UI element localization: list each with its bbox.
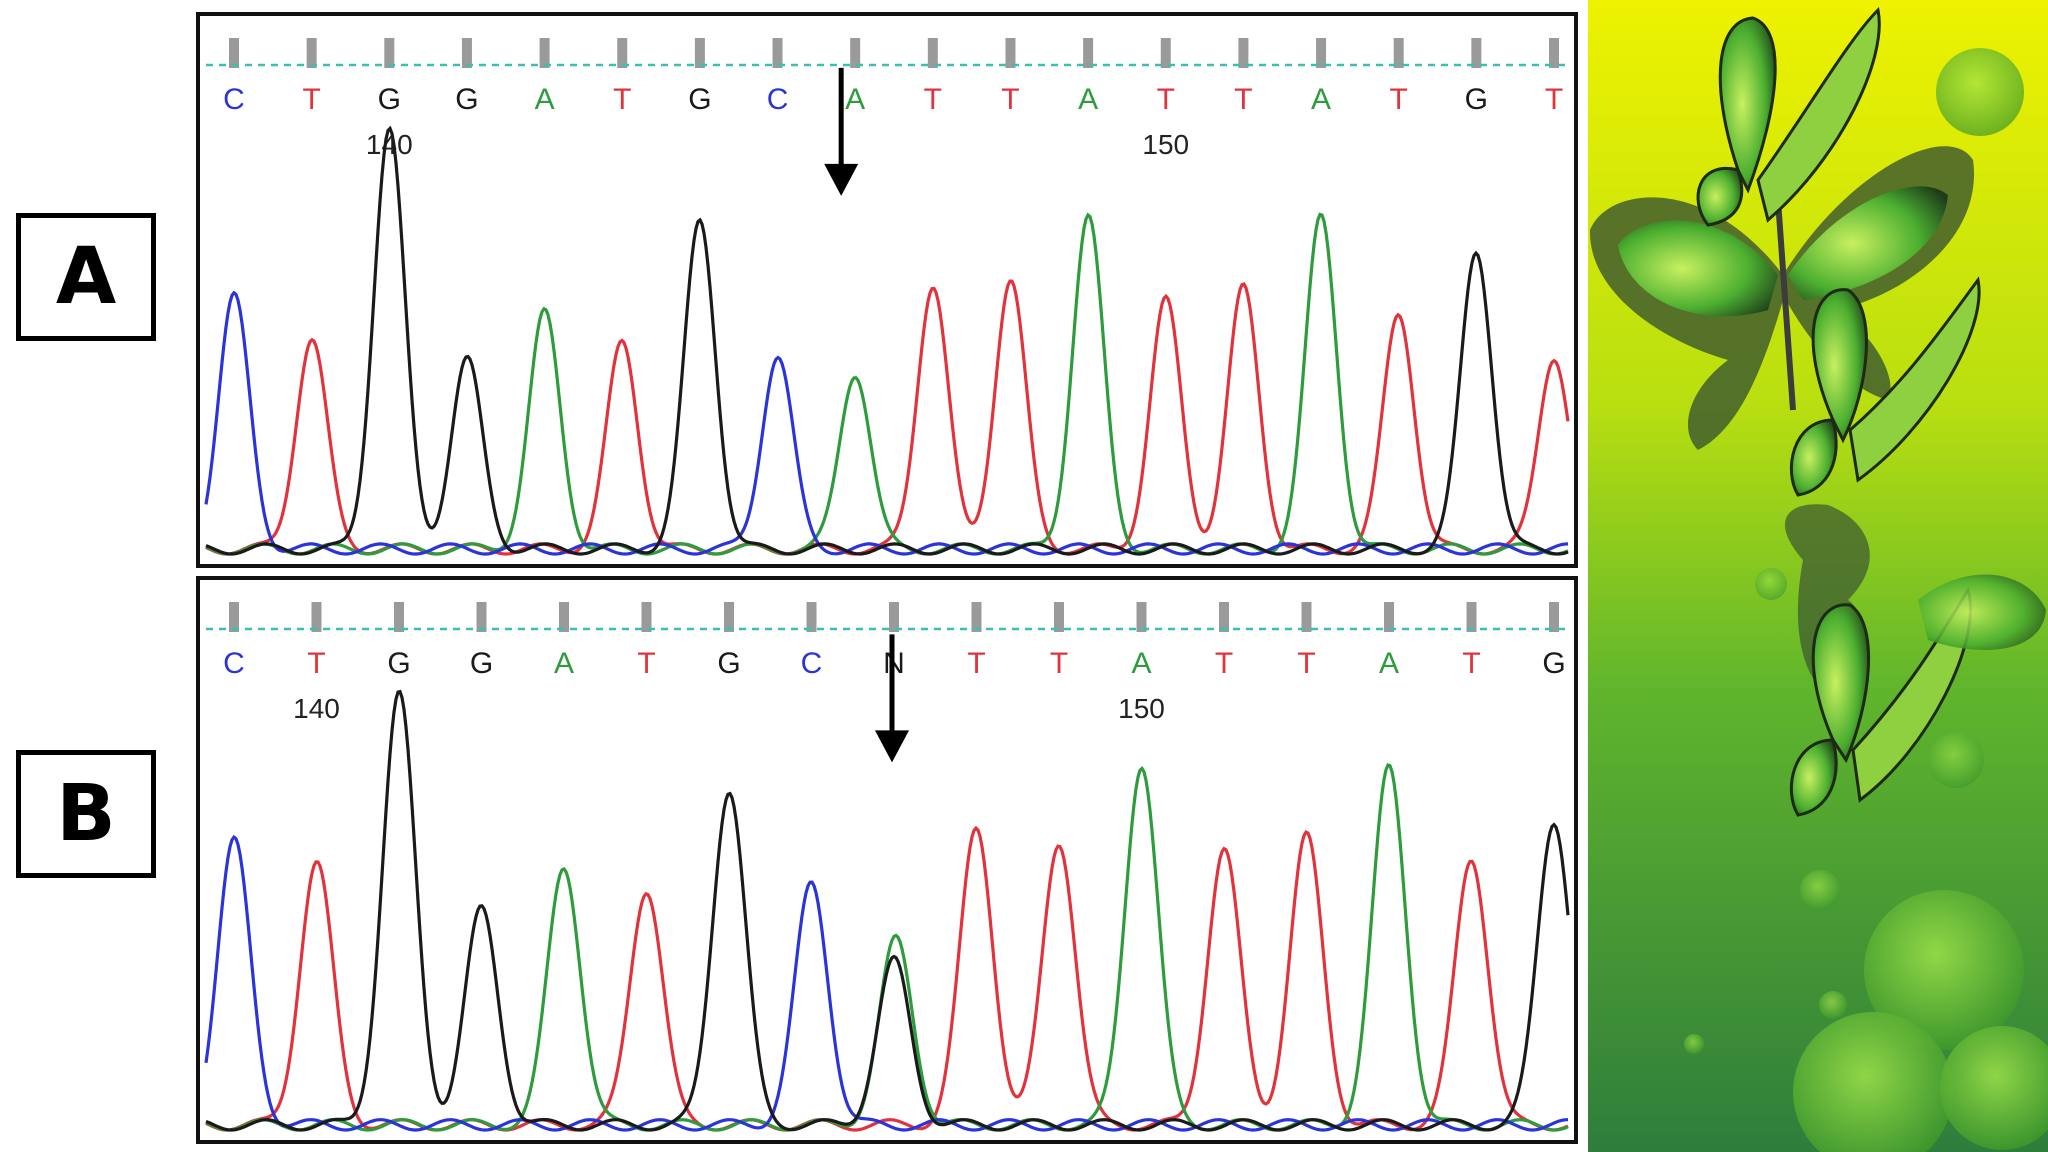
base-call: T [1545, 83, 1563, 116]
quality-bar [229, 38, 239, 68]
base-call: T [307, 647, 325, 680]
quality-bar [539, 38, 550, 68]
base-call: T [1050, 647, 1068, 680]
variant-arrow [824, 67, 859, 196]
quality-bar [1136, 602, 1147, 632]
quality-bar [311, 602, 322, 632]
base-call: A [554, 647, 574, 680]
quality-bar [1054, 602, 1064, 632]
quality-bar [850, 38, 861, 68]
base-call: T [924, 83, 942, 116]
quality-bar [1083, 38, 1094, 68]
base-call: T [637, 647, 655, 680]
position-label: 150 [1118, 693, 1165, 724]
quality-bar [1549, 602, 1559, 632]
base-call: A [1078, 83, 1098, 116]
quality-bar [476, 602, 487, 632]
position-label: 140 [293, 693, 340, 724]
quality-bar [694, 38, 705, 68]
quality-bar [306, 38, 317, 68]
base-call: A [1131, 647, 1151, 680]
base-call: C [767, 83, 789, 116]
quality-bar [384, 38, 395, 68]
base-call: G [455, 83, 478, 116]
base-call: T [1215, 647, 1233, 680]
bubbles [1684, 48, 2048, 1152]
trace-C [204, 290, 1569, 556]
quality-bar [806, 602, 817, 632]
quality-bar [559, 602, 569, 632]
quality-bar [394, 602, 404, 632]
base-call: T [1001, 83, 1019, 116]
quality-bar [927, 38, 938, 68]
base-call: A [1311, 83, 1331, 116]
butterfly-background [1588, 0, 2048, 1152]
base-call: C [223, 647, 245, 680]
base-call: A [845, 83, 865, 116]
base-call: T [302, 83, 320, 116]
quality-bar [617, 38, 628, 68]
chromatogram-panel-b: CTGGATGCNTTATTATG140150 [196, 576, 1578, 1144]
trace-G [205, 125, 1569, 556]
base-call: T [1297, 647, 1315, 680]
base-call: T [1157, 83, 1175, 116]
trace-C [204, 834, 1568, 1132]
base-call: A [535, 83, 555, 116]
base-call: G [688, 83, 711, 116]
quality-bar [1384, 602, 1394, 632]
base-call: T [1462, 647, 1480, 680]
variant-arrow [875, 634, 909, 763]
quality-bar [1549, 38, 1559, 68]
quality-bar [1219, 602, 1229, 632]
quality-bar [1005, 38, 1016, 68]
butterfly-middle [1789, 276, 1981, 497]
chromatogram-b-svg: CTGGATGCNTTATTATG140150 [204, 602, 1570, 1132]
butterfly-lower [1784, 504, 2046, 817]
base-call: C [223, 83, 245, 116]
quality-bar [1238, 38, 1249, 68]
base-call: C [801, 647, 823, 680]
position-label: 140 [366, 129, 413, 160]
quality-bar [724, 602, 734, 632]
quality-bar [1466, 602, 1477, 632]
quality-bar [889, 602, 899, 632]
base-call: G [378, 83, 401, 116]
butterfly-large [1589, 146, 1975, 450]
trace-G [205, 689, 1570, 1132]
quality-bar [641, 602, 652, 632]
base-call: T [1234, 83, 1252, 116]
quality-bar [1301, 602, 1312, 632]
base-call: G [1465, 83, 1488, 116]
quality-bar [1393, 38, 1404, 68]
panel-b-label: B [16, 750, 156, 878]
trace-A [205, 212, 1569, 556]
base-call: G [1542, 647, 1565, 680]
base-call: G [717, 647, 740, 680]
quality-bar [461, 38, 472, 68]
base-call: T [613, 83, 631, 116]
panel-a-label: A [16, 213, 156, 341]
quality-bar [1471, 38, 1482, 68]
chromatogram-panel-a: C T G G A T G C A T T A T T A T G T 140 150 [196, 12, 1578, 568]
trace-T [205, 279, 1570, 556]
quality-bar [229, 602, 239, 632]
quality-bar [772, 38, 783, 68]
butterfly-top [1696, 6, 1881, 227]
base-call: A [1379, 647, 1399, 680]
position-label: 150 [1142, 129, 1189, 160]
trace-A [205, 762, 1569, 1132]
base-call: G [387, 647, 410, 680]
quality-bar [971, 602, 982, 632]
chromatogram-a-svg: C T G G A T G C A T T A T T A T G T 140 150 [204, 38, 1570, 556]
quality-bar [1316, 38, 1327, 68]
quality-bar [1160, 38, 1171, 68]
base-call: T [1390, 83, 1408, 116]
base-call: T [967, 647, 985, 680]
base-call: G [470, 647, 493, 680]
